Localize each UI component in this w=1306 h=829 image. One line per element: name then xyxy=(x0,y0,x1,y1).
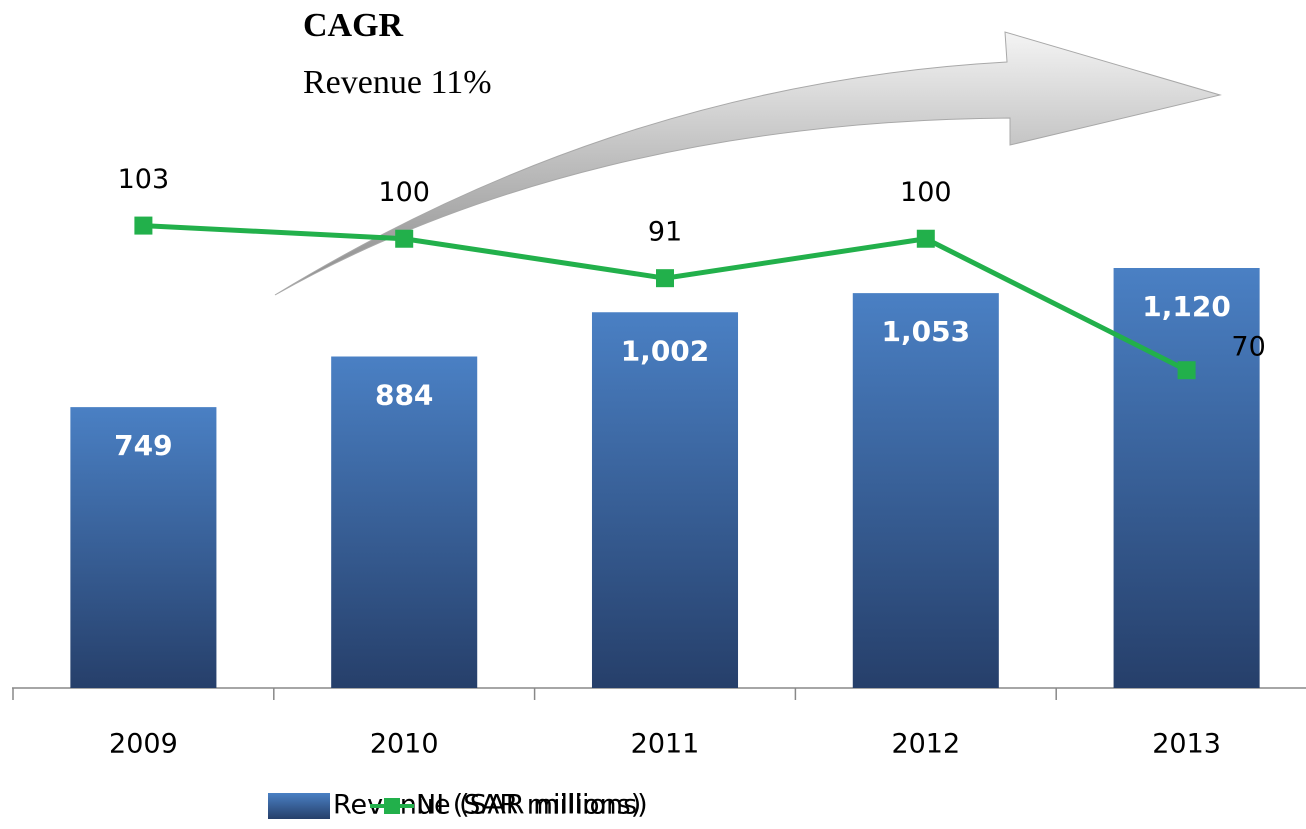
x-tick-label: 2012 xyxy=(891,729,960,760)
line-marker xyxy=(916,229,935,248)
line-value-label: 91 xyxy=(648,217,682,248)
bar-value-label: 1,002 xyxy=(621,334,710,367)
legend: Revenue (SAR millions) NI (SAR millions) xyxy=(268,790,648,821)
legend-swatch-bar xyxy=(268,793,330,819)
line-value-label: 100 xyxy=(900,177,952,208)
bar-value-label: 1,053 xyxy=(882,315,971,348)
line-value-label: 100 xyxy=(378,177,430,208)
x-tick-label: 2010 xyxy=(370,729,439,760)
line-marker xyxy=(656,269,674,288)
annotation-text: Revenue 11% xyxy=(303,64,492,101)
line-marker xyxy=(395,229,414,248)
bar xyxy=(331,356,478,688)
bar-value-label: 884 xyxy=(375,379,433,412)
bar-value-label: 749 xyxy=(114,429,172,462)
x-tick-label: 2013 xyxy=(1152,729,1221,760)
legend-label: NI (SAR millions) xyxy=(416,790,641,821)
line-marker xyxy=(134,216,153,235)
plot-area: 2009 2010 2011 2012 2013 749 884 1,002 1,053 1,12… xyxy=(12,164,1306,760)
bar xyxy=(1113,268,1260,688)
x-tick-label: 2011 xyxy=(631,729,700,760)
line-value-label: 70 xyxy=(1231,332,1265,363)
x-tick-label: 2009 xyxy=(109,729,178,760)
bar xyxy=(591,312,739,688)
bar xyxy=(70,407,217,688)
trend-arrow xyxy=(274,31,1222,296)
legend-swatch-marker xyxy=(384,798,400,814)
line-value-label: 103 xyxy=(118,164,170,195)
line-marker xyxy=(1177,361,1196,380)
bar-value-label: 1,120 xyxy=(1142,290,1231,323)
bar xyxy=(852,293,999,688)
annotation-title: CAGR xyxy=(303,7,404,44)
